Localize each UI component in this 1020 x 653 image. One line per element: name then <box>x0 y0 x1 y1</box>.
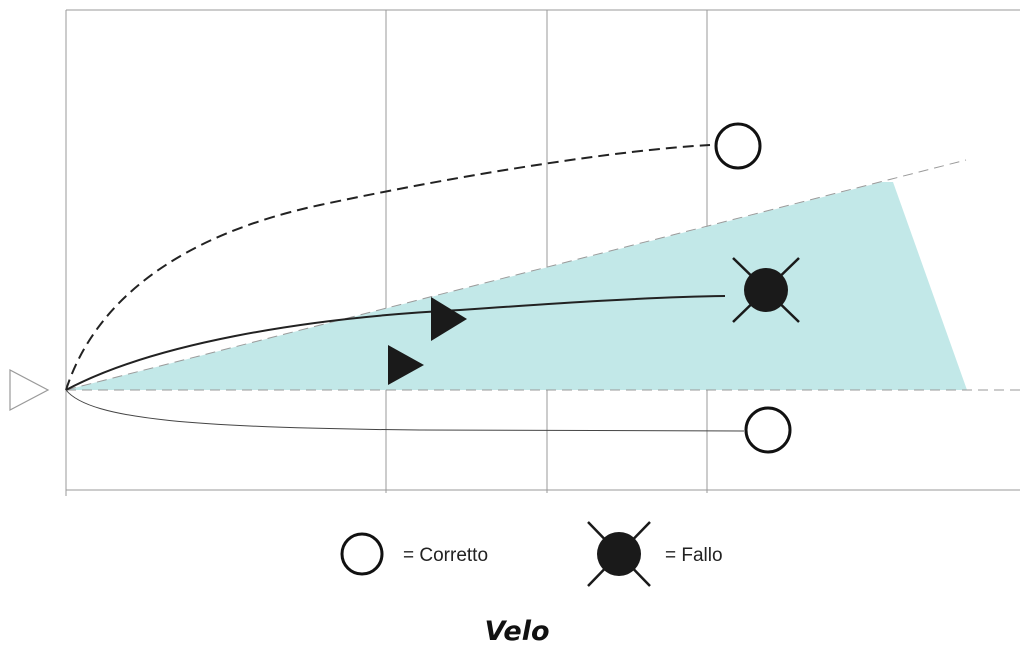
correct-circle-icon-bottom <box>744 406 792 454</box>
legend-correct-icon <box>340 532 384 576</box>
shaded-zone <box>66 182 967 390</box>
foul-marker-icon <box>732 257 800 323</box>
legend-foul-label: = Fallo <box>665 545 723 566</box>
zone-boundaries <box>65 159 1020 391</box>
player-triangle-icon <box>431 297 467 341</box>
diagram-title: Velo <box>484 616 549 647</box>
lower-thin-path <box>65 389 745 432</box>
player-triangle-icon-2 <box>388 345 424 385</box>
upper-dashed-path <box>65 144 711 391</box>
correct-circle-icon-top <box>714 122 762 170</box>
origin-triangle-icon <box>9 369 50 411</box>
legend: = Corretto = Fallo <box>340 521 723 587</box>
legend-foul-icon <box>587 521 651 587</box>
upper-boundary-line <box>65 159 967 391</box>
legend-correct-label: = Corretto <box>403 545 488 566</box>
